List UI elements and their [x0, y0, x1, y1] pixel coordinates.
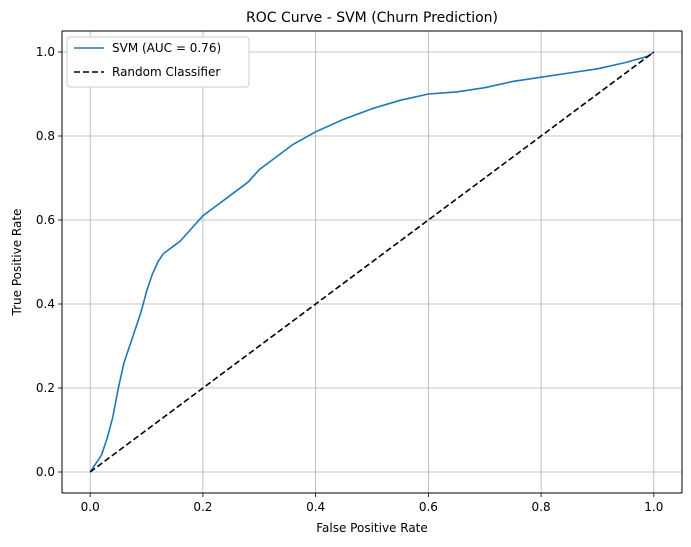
chart-title: ROC Curve - SVM (Churn Prediction) [246, 10, 498, 26]
plot-frame [61, 30, 683, 494]
x-tick-label-3: 0.6 [419, 500, 438, 514]
y-tick-label-1: 0.2 [36, 381, 55, 395]
series-line-svm [89, 51, 655, 473]
y-tick-label-0: 0.0 [36, 465, 55, 479]
y-tick-label-4: 0.8 [36, 129, 55, 143]
y-tick-label-2: 0.4 [36, 297, 55, 311]
series-layer [89, 51, 655, 473]
legend-label-random: Random Classifier [112, 65, 220, 79]
y-axis-label: True Positive Rate [10, 209, 24, 317]
legend-label-svm: SVM (AUC = 0.76) [112, 41, 221, 55]
x-tick-label-0: 0.0 [81, 500, 100, 514]
y-tick-label-5: 1.0 [36, 45, 55, 59]
x-tick-label-1: 0.2 [193, 500, 212, 514]
x-axis-label: False Positive Rate [316, 521, 428, 535]
x-tick-label-4: 0.8 [532, 500, 551, 514]
ticks-layer: 0.0 0.2 0.4 0.6 0.8 1.0 0.0 0.2 0.4 0.6 0.8 1.0 [36, 45, 663, 514]
legend-box [66, 36, 250, 88]
x-tick-label-2: 0.4 [306, 500, 325, 514]
x-tick-label-5: 1.0 [644, 500, 663, 514]
y-tick-label-3: 0.6 [36, 213, 55, 227]
series-line-random-classifier [89, 51, 655, 473]
legend: SVM (AUC = 0.76) Random Classifier [66, 36, 250, 88]
